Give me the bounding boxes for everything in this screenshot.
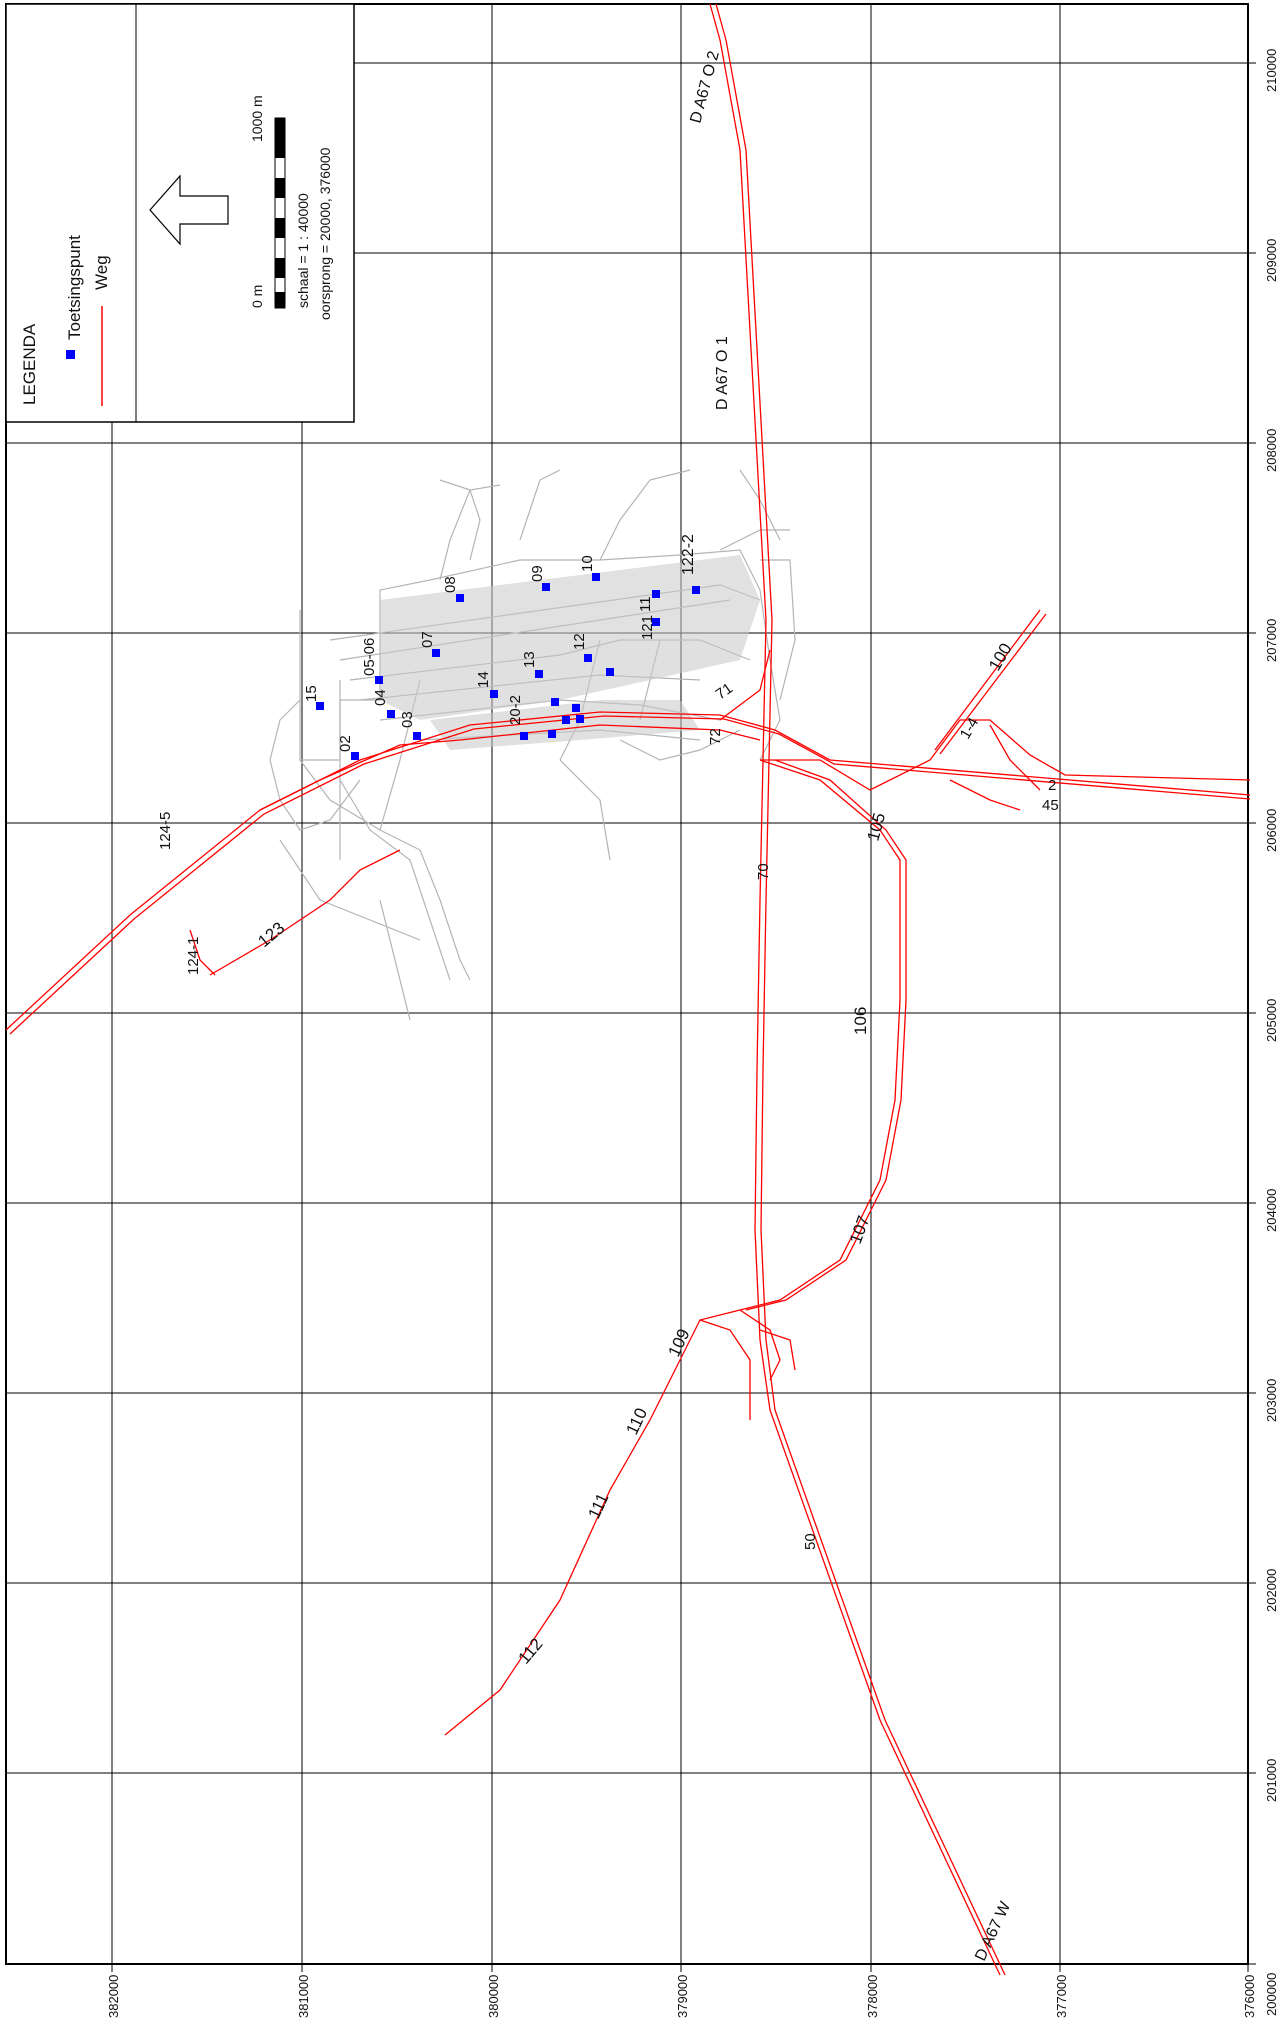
grid	[6, 4, 1248, 1964]
point-label: 09	[529, 565, 546, 582]
road-label: D A67 O 2	[687, 49, 723, 125]
legend-title: LEGENDA	[20, 323, 39, 405]
road-label: 106	[851, 1007, 870, 1035]
road-label: D A67 W	[972, 1898, 1014, 1963]
road-label: 72	[707, 728, 724, 745]
map-frame	[5, 3, 1249, 1965]
road-label: 124-1	[185, 937, 202, 975]
bottom-tick: 382000	[106, 1975, 121, 2018]
road-label: 70	[755, 863, 772, 880]
right-tick: 208000	[1264, 429, 1279, 472]
point-label: 13	[521, 651, 538, 668]
point-label: 10	[579, 555, 596, 572]
road-label: 2	[1048, 777, 1056, 794]
point-labels: 15 02 04 05-06 03 07 08 09 10 11 12 13 1…	[303, 555, 656, 752]
origin-text: oorsprong = 20000, 376000	[317, 147, 333, 320]
point-label: 08	[442, 576, 459, 593]
right-tick: 200000	[1264, 1973, 1279, 2016]
point-label: 121	[639, 615, 656, 640]
road-label: 109	[664, 1326, 693, 1360]
right-tick: 210000	[1264, 49, 1279, 92]
point-label: 07	[419, 631, 436, 648]
road-labels: D A67 O 2 D A67 O 1 D A67 W 100 105 106 …	[157, 49, 1059, 1963]
road-label: 107	[846, 1213, 874, 1246]
road-label: 122-2	[680, 534, 697, 575]
road-label: 45	[1042, 797, 1059, 814]
legend: LEGENDA Toetsingspunt Weg 0 m 1000 m sch…	[5, 3, 355, 423]
point-label: 14	[475, 671, 492, 688]
right-tick: 203000	[1264, 1379, 1279, 1422]
scale-text: schaal = 1 : 40000	[295, 193, 311, 308]
bottom-tick: 376000	[1242, 1975, 1257, 2018]
bottom-tick: 379000	[675, 1975, 690, 2018]
scale-start: 0 m	[249, 285, 265, 308]
bottom-tick: 377000	[1054, 1975, 1069, 2018]
roads	[5, 3, 1251, 1976]
road-label: 71	[713, 680, 736, 703]
road-label: 1-4	[957, 715, 983, 742]
right-tick: 205000	[1264, 999, 1279, 1042]
point-label: 15	[303, 685, 320, 702]
right-axis: 210000 209000 208000 207000 206000 20500…	[1248, 49, 1279, 2016]
legend-item-label: Toetsingspunt	[65, 235, 84, 340]
point-label: 12	[571, 633, 588, 650]
legend-item-label: Weg	[92, 255, 111, 290]
scale-bar	[274, 117, 286, 309]
right-tick: 204000	[1264, 1189, 1279, 1232]
bottom-tick: 381000	[296, 1975, 311, 2018]
road-label: 50	[802, 1533, 819, 1550]
bottom-tick: 378000	[865, 1975, 880, 2018]
bottom-axis: 382000 381000 380000 379000 378000 37700…	[106, 1964, 1257, 2018]
blue-square-marker-icon	[66, 350, 75, 359]
point-label: 11	[637, 596, 654, 612]
bottom-tick: 380000	[486, 1975, 501, 2018]
point-label: 20-2	[507, 695, 524, 725]
scale-end: 1000 m	[249, 95, 265, 142]
point-label: 04	[372, 689, 389, 706]
right-tick: 201000	[1264, 1759, 1279, 1802]
right-tick: 207000	[1264, 619, 1279, 662]
right-tick: 206000	[1264, 809, 1279, 852]
road-label: 110	[622, 1405, 651, 1438]
right-tick: 209000	[1264, 239, 1279, 282]
right-tick: 202000	[1264, 1569, 1279, 1612]
north-arrow-icon	[149, 174, 229, 246]
point-label: 05-06	[361, 638, 378, 676]
test-points	[316, 573, 700, 760]
point-label: 02	[337, 735, 354, 752]
road-label: 124-5	[157, 812, 174, 850]
road-label: 100	[985, 640, 1016, 674]
point-label: 03	[399, 711, 416, 728]
road-label: D A67 O 1	[714, 336, 731, 410]
road-label: 112	[515, 1635, 547, 1668]
